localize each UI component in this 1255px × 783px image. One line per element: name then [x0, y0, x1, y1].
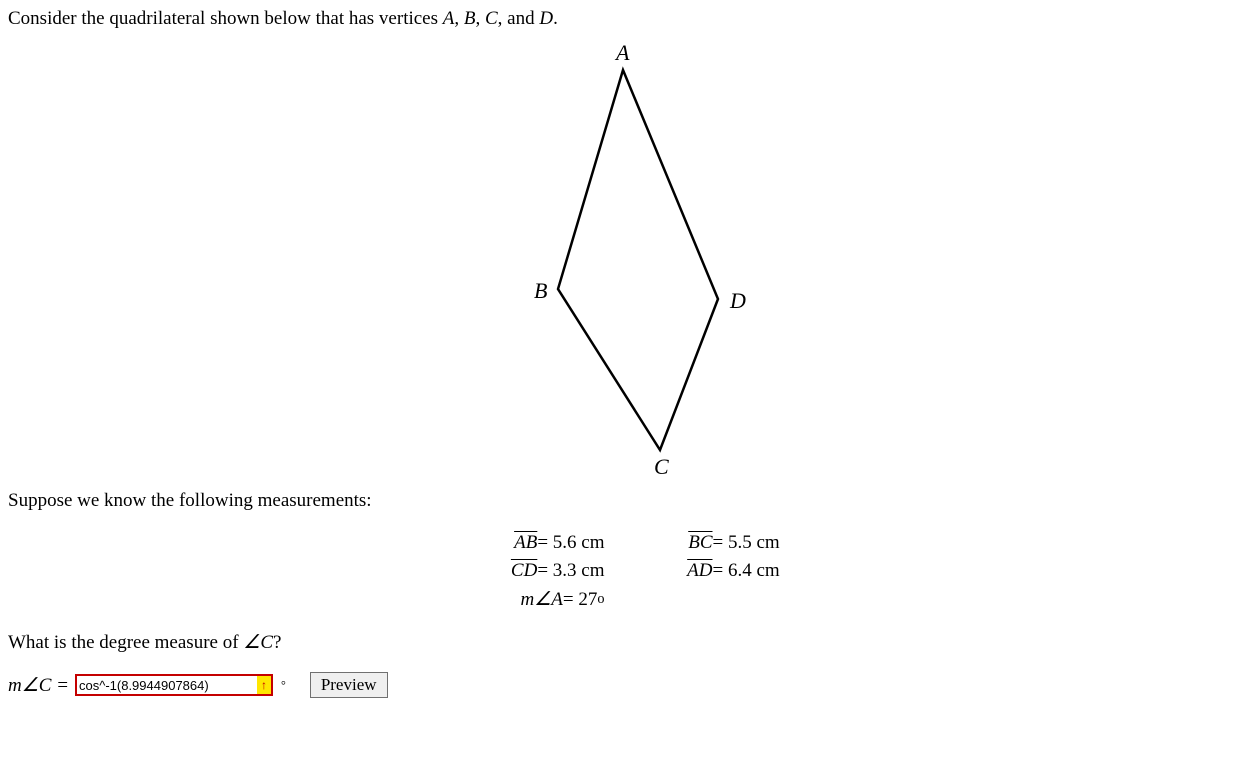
- quadrilateral-diagram: A B C D: [468, 40, 788, 480]
- vertex-c: C: [485, 8, 498, 29]
- measure-bc: BC = 5.5 cm: [665, 532, 780, 554]
- degree-unit: °: [281, 678, 286, 693]
- measure-cd: CD = 3.3 cm: [475, 560, 604, 582]
- measure-ad: AD = 6.4 cm: [665, 560, 780, 582]
- measure-ab: AB = 5.6 cm: [475, 532, 604, 554]
- measurements-block: AB = 5.6 cm BC = 5.5 cm CD = 3.3 cm AD =…: [8, 532, 1247, 611]
- svg-text:C: C: [654, 454, 669, 479]
- suppose-line: Suppose we know the following measuremen…: [8, 490, 1247, 512]
- angle-c-symbol: ∠C: [243, 632, 273, 653]
- svg-text:B: B: [534, 278, 547, 303]
- prompt-prefix: Consider the quadrilateral shown below t…: [8, 8, 443, 29]
- svg-text:A: A: [614, 40, 630, 65]
- vertex-d: D: [539, 8, 553, 29]
- diagram-container: A B C D: [8, 40, 1247, 480]
- preview-button[interactable]: Preview: [310, 672, 388, 698]
- problem-statement: Consider the quadrilateral shown below t…: [8, 8, 1247, 30]
- vertex-a: A: [443, 8, 455, 29]
- svg-text:D: D: [729, 288, 746, 313]
- answer-row: m∠C = ↑ ° Preview: [8, 672, 1247, 698]
- vertex-b: B: [464, 8, 476, 29]
- answer-input[interactable]: [75, 674, 273, 696]
- question-line: What is the degree measure of ∠C?: [8, 631, 1247, 654]
- answer-lhs: m∠C =: [8, 674, 69, 697]
- measure-angle-a: m∠A = 27o: [475, 588, 604, 611]
